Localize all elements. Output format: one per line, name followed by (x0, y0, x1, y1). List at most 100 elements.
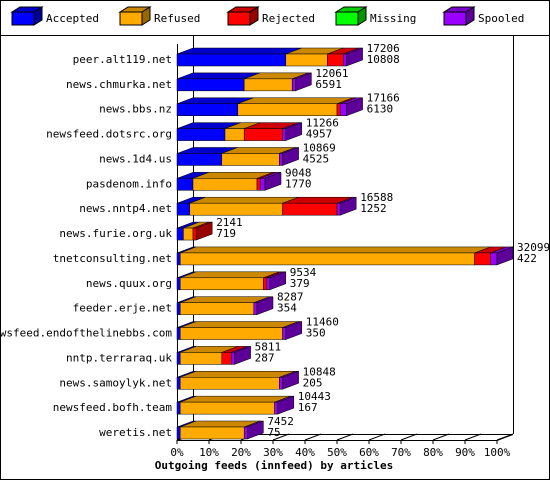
bar-segment (221, 147, 296, 166)
offered-label: 12061 (315, 67, 348, 80)
bar-side (346, 97, 363, 117)
bar-segment (179, 321, 299, 340)
x-tick-diag (432, 433, 450, 441)
x-tick-label: 30% (263, 446, 283, 459)
bar-front (285, 53, 328, 67)
offered-label: 10869 (303, 141, 336, 154)
offered-label: 9048 (285, 166, 312, 179)
bar-segment (179, 246, 491, 266)
bar-segment (179, 371, 296, 390)
offered-label: 5811 (255, 340, 282, 353)
bar-front (339, 103, 347, 116)
bar-front (259, 178, 266, 191)
y-tick-label: newsfeed.bofh.team (53, 401, 173, 414)
y-tick-label: peer.alt119.net (73, 53, 172, 66)
y-tick-label: newsfeed.dotsrc.org (46, 128, 172, 141)
bar-segment (176, 72, 261, 92)
bar-front (183, 227, 194, 241)
bar-segment (291, 72, 312, 92)
y-tick-label: weretis.net (99, 426, 172, 439)
accepted-label: 6130 (367, 103, 394, 116)
bar-front (192, 178, 258, 191)
bar-front (179, 327, 283, 340)
bar-front (176, 202, 191, 216)
accepted-label: 75 (267, 426, 280, 439)
y-tick-label: news.furie.org.uk (59, 227, 172, 240)
bar-segment (192, 172, 274, 191)
bar-front (221, 153, 280, 166)
bar-side (285, 122, 303, 141)
y-tick-label: feeder.erje.net (73, 302, 172, 315)
x-tick-label: 100% (484, 446, 511, 459)
bar-side (282, 147, 299, 166)
offered-label: 7452 (267, 415, 294, 428)
y-tick-label: nntp.terraraq.uk (66, 351, 172, 364)
y-tick-label: news.samoylyk.net (59, 376, 172, 389)
bar-segment (176, 172, 210, 191)
bar-front (179, 426, 245, 440)
offered-label: 17206 (367, 42, 400, 55)
y-tick-label: newsfeed.endofthelinebbs.com (0, 327, 172, 340)
bar-segment (237, 97, 354, 116)
bar-side (295, 72, 312, 92)
bar-front (243, 426, 248, 440)
bar-front (176, 426, 181, 440)
legend-swatch (227, 11, 251, 26)
y-tick-label: news.nntp4.net (79, 202, 172, 215)
bar-front (176, 53, 287, 67)
y-tick-label: news.bbs.nz (99, 103, 172, 116)
bar-front (192, 227, 197, 241)
bar-segment (179, 296, 270, 315)
bar-front (176, 377, 181, 390)
x-tick-diag (336, 433, 354, 441)
bar-segment (279, 371, 299, 390)
bar-front (221, 352, 232, 365)
bar-front (179, 302, 255, 315)
bar-side (195, 221, 213, 241)
bar-front (343, 53, 347, 67)
accepted-label: 6591 (315, 78, 342, 91)
bar-front (179, 377, 280, 390)
bar-front (243, 128, 283, 141)
bar-top (180, 246, 491, 254)
accepted-label: 10808 (367, 53, 400, 66)
x-tick-label: 50% (327, 446, 347, 459)
bar-segment (176, 97, 254, 116)
x-axis-label: Outgoing feeds (innfeed) by articles (155, 459, 393, 472)
bar-top (180, 321, 299, 328)
x-tick-label: 70% (391, 446, 411, 459)
offered-label: 17166 (367, 92, 400, 105)
bar-top (180, 271, 280, 279)
bar-front (253, 302, 258, 315)
legend-swatch (119, 11, 143, 26)
x-tick-diag (496, 433, 514, 441)
bar-front (474, 252, 491, 266)
x-tick-diag (272, 433, 290, 441)
bar-side (282, 370, 299, 390)
bar-front (179, 352, 223, 365)
accepted-label: 1770 (285, 177, 312, 190)
bar-front (282, 202, 338, 216)
x-tick-label: 60% (359, 446, 379, 459)
x-tick-label: 10% (199, 446, 219, 459)
legend-swatch (443, 11, 467, 26)
legend-swatch (11, 11, 35, 26)
accepted-label: 1252 (360, 202, 387, 215)
legend-label: Missing (370, 12, 416, 25)
accepted-label: 4525 (303, 152, 330, 165)
accepted-label: 167 (298, 401, 318, 414)
bar-top (180, 371, 296, 378)
bar-front (176, 78, 245, 92)
x-tick-diag (464, 433, 482, 441)
bar-front (263, 277, 267, 291)
accepted-label: 719 (216, 227, 236, 240)
bar-front (336, 103, 341, 116)
bar-side (269, 271, 287, 291)
bar-top (237, 97, 354, 104)
bar-front (176, 277, 181, 291)
legend-label: Accepted (46, 12, 99, 25)
bar-front (243, 78, 293, 92)
y-tick-label: tnetconsulting.net (53, 252, 172, 265)
bar-front (282, 327, 287, 340)
x-tick-label: 20% (231, 446, 251, 459)
